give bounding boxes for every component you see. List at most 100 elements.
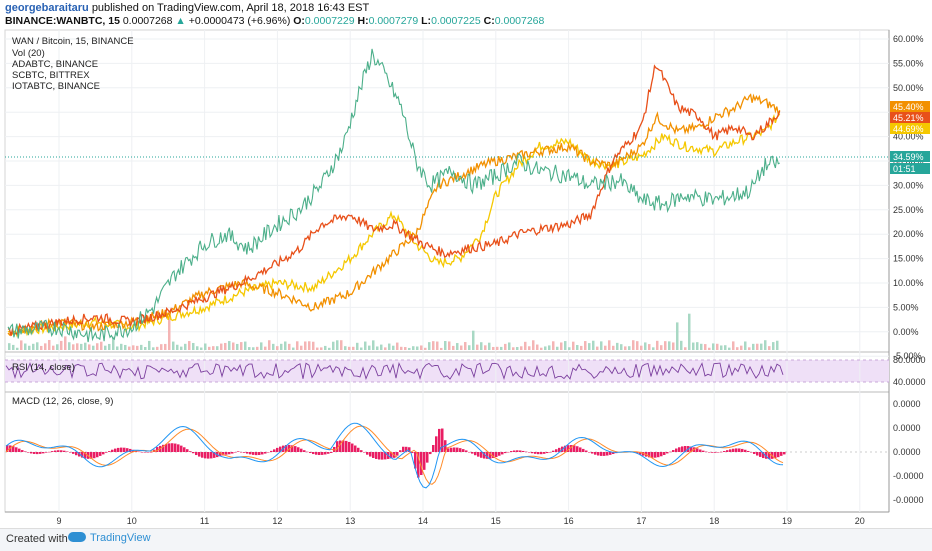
macd-signal-line: [5, 425, 784, 485]
macd-histogram-bar: [303, 450, 306, 452]
macd-histogram-bar: [498, 452, 501, 456]
macd-histogram-bar: [780, 452, 783, 456]
symbol-name: BINANCE:WANBTC, 15: [5, 15, 120, 27]
x-tick-label: 20: [855, 516, 865, 526]
macd-histogram-bar: [99, 452, 102, 456]
volume-bar: [380, 344, 383, 350]
volume-bar: [652, 347, 655, 350]
macd-pane: 0.0000 0.0000 0.0000 -0.0000 -0.0000: [5, 399, 924, 505]
macd-histogram-bar: [150, 452, 153, 453]
macd-histogram-bar: [540, 452, 543, 455]
volume-bar: [40, 345, 43, 350]
macd-histogram-bar: [435, 436, 438, 452]
open-label: O:: [293, 15, 305, 27]
volume-bar: [576, 345, 579, 350]
volume-bar: [456, 343, 459, 350]
volume-bar: [516, 347, 519, 350]
macd-histogram-bar: [6, 445, 9, 452]
low-label: L:: [421, 15, 432, 27]
macd-histogram-bar: [726, 450, 729, 452]
macd-histogram-bar: [612, 452, 615, 455]
volume-bar: [340, 340, 343, 350]
volume-bar: [324, 345, 327, 350]
volume-bar: [704, 344, 707, 350]
volume-bar: [320, 347, 323, 350]
volume-bar: [528, 346, 531, 350]
macd-histogram-bar: [585, 450, 588, 452]
macd-histogram-bar: [60, 450, 63, 452]
x-tick-label: 12: [272, 516, 282, 526]
macd-histogram-bar: [24, 451, 27, 452]
volume-bar: [72, 344, 75, 350]
macd-histogram-bar: [183, 447, 186, 452]
volume-bar: [156, 346, 159, 350]
volume-bar: [548, 345, 551, 350]
volume-bar: [416, 346, 419, 350]
macd-histogram-bar: [420, 452, 423, 476]
macd-histogram-bar: [747, 450, 750, 452]
volume-bar: [616, 342, 619, 350]
price-label-bg: [890, 101, 930, 112]
x-tick-label: 13: [345, 516, 355, 526]
volume-bar: [304, 341, 307, 350]
volume-bar: [688, 313, 691, 350]
volume-bar: [128, 346, 131, 350]
publish-info: published on TradingView.com, April 18, …: [91, 2, 370, 14]
macd-histogram-bar: [117, 447, 120, 452]
volume-bar: [256, 346, 259, 350]
macd-histogram-bar: [369, 452, 372, 457]
macd-histogram-bar: [591, 452, 594, 454]
volume-bar: [232, 342, 235, 350]
macd-histogram-bar: [363, 452, 366, 453]
volume-bar: [672, 342, 675, 350]
macd-histogram-bar: [720, 451, 723, 453]
volume-bar: [396, 342, 399, 350]
volume-bar: [180, 346, 183, 350]
macd-histogram-bar: [528, 452, 531, 453]
volume-bar: [100, 341, 103, 350]
chart-frame: [4, 29, 890, 513]
author-link[interactable]: georgebaraitaru: [5, 2, 89, 14]
volume-bar: [592, 340, 595, 350]
macd-histogram-bar: [501, 452, 504, 455]
volume-bar: [564, 341, 567, 350]
volume-bar: [220, 343, 223, 350]
volume-bar: [448, 341, 451, 350]
volume-bar: [28, 345, 31, 350]
volume-bar: [140, 344, 143, 350]
volume-bar: [164, 343, 167, 350]
macd-histogram-bar: [237, 451, 240, 452]
macd-histogram-bar: [156, 447, 159, 452]
volume-bar: [64, 336, 67, 350]
macd-histogram-bar: [345, 440, 348, 452]
macd-histogram-bar: [57, 450, 60, 452]
macd-histogram-bar: [729, 449, 732, 452]
macd-histogram-bar: [570, 445, 573, 452]
macd-histogram-bar: [480, 452, 483, 458]
macd-histogram-bar: [411, 452, 414, 454]
price-change: +0.0000473 (+6.96%): [188, 15, 291, 27]
open-value: 0.0007229: [304, 15, 355, 27]
macd-histogram-bar: [588, 452, 591, 453]
chart-canvas[interactable]: 9 10 11 12 13 14 15 16 17 18 19 20 60.00% 55.00% 50.0…: [0, 0, 932, 528]
macd-histogram-bar: [711, 452, 714, 453]
cloud-icon: [68, 532, 86, 542]
macd-histogram-bar: [189, 451, 192, 452]
volume-bar: [744, 341, 747, 350]
macd-histogram-bar: [717, 452, 720, 453]
macd-histogram-bar: [777, 452, 780, 458]
volume-bar: [152, 347, 155, 350]
volume-bar: [504, 343, 507, 350]
tradingview-logo[interactable]: TradingView: [68, 532, 151, 544]
macd-histogram-bar: [576, 446, 579, 452]
volume-bar: [364, 341, 367, 350]
macd-histogram-bar: [324, 452, 327, 455]
macd-tick-label: -0.0000: [893, 471, 924, 481]
macd-histogram-bar: [12, 446, 15, 452]
volume-bar: [316, 347, 319, 350]
volume-bar: [368, 345, 371, 350]
macd-histogram-bar: [42, 452, 45, 454]
macd-histogram-bar: [399, 450, 402, 452]
macd-histogram-bar: [594, 452, 597, 455]
volume-bar: [284, 341, 287, 350]
